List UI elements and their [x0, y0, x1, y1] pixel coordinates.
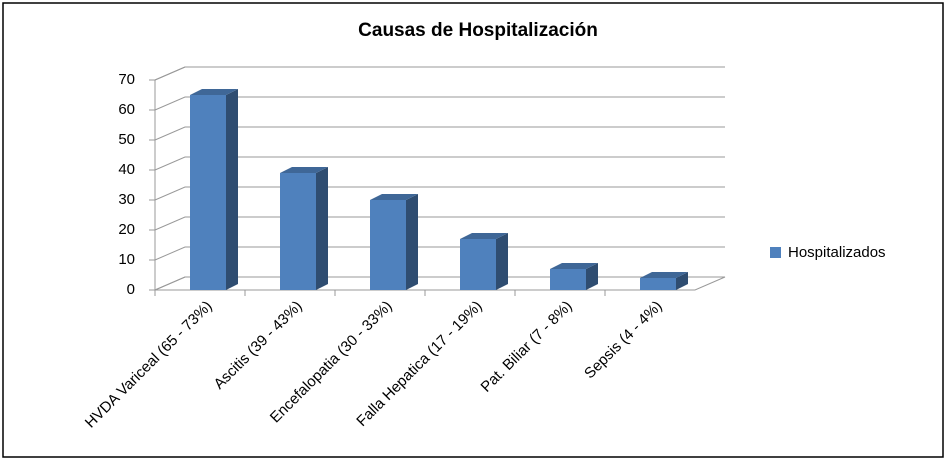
grid-line [154, 66, 725, 81]
bar-top [550, 263, 598, 269]
bar-side [406, 194, 418, 290]
y-tick-label: 20 [118, 221, 135, 238]
grid-line [154, 246, 725, 261]
bar-top [460, 233, 508, 239]
grid-line [154, 96, 725, 111]
bar-side [496, 233, 508, 290]
bar-side [226, 89, 238, 290]
bar [190, 95, 226, 290]
legend-label: Hospitalizados [788, 244, 886, 261]
grid-line [154, 156, 725, 171]
y-tick-label: 40 [118, 161, 135, 178]
y-tick-label: 60 [118, 101, 135, 118]
y-tick-label: 70 [118, 71, 135, 88]
bar-top [370, 194, 418, 200]
bar-side [586, 263, 598, 290]
bar-top [280, 167, 328, 173]
grid-line [154, 216, 725, 231]
y-tick-label: 10 [118, 251, 135, 268]
grid-line [154, 186, 725, 201]
bar [280, 173, 316, 290]
bar [550, 269, 586, 290]
legend-swatch [770, 247, 781, 258]
y-tick-label: 0 [127, 281, 135, 298]
grid-line [154, 126, 725, 141]
bar-side [316, 167, 328, 290]
grid-line [154, 276, 725, 291]
y-tick-label: 30 [118, 191, 135, 208]
chart-title: Causas de Hospitalización [358, 20, 598, 41]
bar [640, 278, 676, 290]
bar-top [640, 272, 688, 278]
bar-top [190, 89, 238, 95]
y-tick-label: 50 [118, 131, 135, 148]
bar [460, 239, 496, 290]
bar [370, 200, 406, 290]
